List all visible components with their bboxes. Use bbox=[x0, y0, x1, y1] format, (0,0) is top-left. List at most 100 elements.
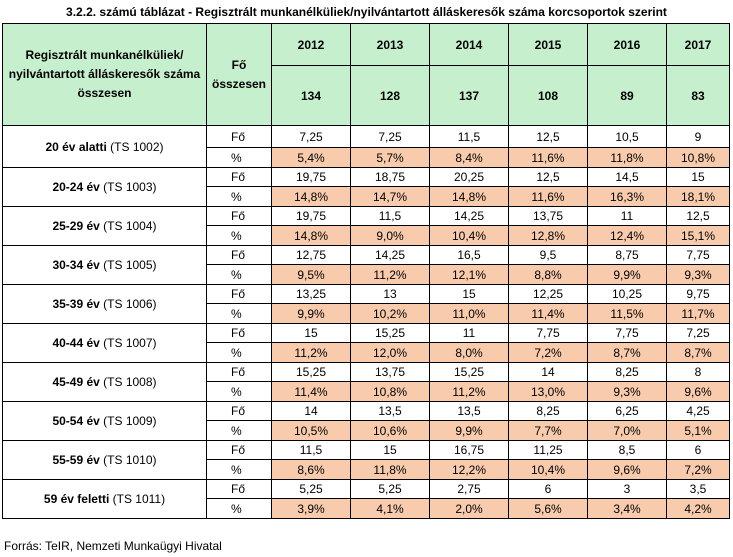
unit-pct-label: % bbox=[206, 225, 272, 246]
fo-value-cell: 14 bbox=[271, 401, 351, 421]
unit-header: Fő összesen bbox=[206, 23, 272, 126]
pct-value-cell: 11,4% bbox=[508, 303, 588, 324]
fo-value-cell: 8,5 bbox=[587, 440, 667, 460]
pct-value-cell: 4,2% bbox=[666, 498, 730, 519]
table-row: 25-29 év (TS 1004) Fő 19,75 11,5 14,25 13,75 1… bbox=[2, 206, 730, 246]
age-group-code: (TS 1003) bbox=[103, 180, 157, 194]
pct-value-cell: 9,6% bbox=[666, 381, 730, 402]
fo-value-cell: 12,25 bbox=[508, 284, 588, 304]
pct-value-cell: 10,8% bbox=[350, 381, 430, 402]
fo-value-cell: 7,25 bbox=[350, 125, 430, 148]
source-note: Forrás: TeIR, Nemzeti Munkaügyi Hivatal bbox=[4, 539, 222, 553]
year-header: 2015 bbox=[508, 23, 588, 66]
pct-value-cell: 7,0% bbox=[587, 420, 667, 441]
age-group-label: 50-54 év (TS 1009) bbox=[2, 401, 207, 441]
table-row: % 11,2% 12,0% 8,0% 7,2% 8,7% 8,7% bbox=[3, 342, 730, 363]
pct-value-cell: 14,7% bbox=[350, 186, 430, 207]
table-row: 35-39 év (TS 1006) Fő 13,25 13 15 12,25 10,25 9… bbox=[2, 284, 730, 324]
pct-value-cell: 7,2% bbox=[666, 459, 730, 480]
age-group-label: 30-34 év (TS 1005) bbox=[2, 245, 207, 285]
pct-value-cell: 7,7% bbox=[508, 420, 588, 441]
pct-value-cell: 8,4% bbox=[429, 147, 509, 168]
age-group-name: 30-34 év bbox=[52, 258, 100, 272]
fo-value-cell: 13 bbox=[350, 284, 430, 304]
fo-value-cell: 16,5 bbox=[429, 245, 509, 265]
unit-fo-label: Fő bbox=[206, 245, 272, 265]
fo-value-cell: 18,75 bbox=[350, 167, 430, 187]
unit-pct-label: % bbox=[206, 459, 272, 480]
total-cell: 89 bbox=[587, 65, 667, 126]
age-group-name: 50-54 év bbox=[52, 414, 100, 428]
age-group-name: 25-29 év bbox=[52, 219, 100, 233]
table-row: % 5,4% 5,7% 8,4% 11,6% 11,8% 10,8% bbox=[3, 147, 730, 168]
table-row: % 3,9% 4,1% 2,0% 5,6% 3,4% 4,2% bbox=[3, 498, 730, 519]
data-table: Regisztrált munkanélküliek/ nyilvántarto… bbox=[2, 23, 730, 519]
fo-value-cell: 14 bbox=[508, 362, 588, 382]
pct-value-cell: 13,0% bbox=[508, 381, 588, 402]
fo-value-cell: 12,75 bbox=[271, 245, 351, 265]
fo-value-cell: 7,25 bbox=[666, 323, 730, 343]
fo-value-cell: 13,75 bbox=[350, 362, 430, 382]
pct-value-cell: 11,2% bbox=[271, 342, 351, 363]
table-row: % 14,8% 14,7% 14,8% 11,6% 16,3% 18,1% bbox=[3, 186, 730, 207]
fo-value-cell: 15,25 bbox=[429, 362, 509, 382]
fo-value-cell: 6,25 bbox=[587, 401, 667, 421]
fo-value-cell: 15,25 bbox=[350, 323, 430, 343]
fo-value-cell: 15 bbox=[666, 167, 730, 187]
fo-value-cell: 2,75 bbox=[429, 479, 509, 499]
pct-value-cell: 14,8% bbox=[429, 186, 509, 207]
pct-value-cell: 8,7% bbox=[666, 342, 730, 363]
fo-value-cell: 15 bbox=[271, 323, 351, 343]
fo-value-cell: 11 bbox=[587, 206, 667, 226]
age-group-label: 55-59 év (TS 1010) bbox=[2, 440, 207, 480]
pct-value-cell: 9,9% bbox=[587, 264, 667, 285]
header-row-years: Regisztrált munkanélküliek/ nyilvántarto… bbox=[2, 23, 730, 126]
fo-value-cell: 5,25 bbox=[271, 479, 351, 499]
unit-pct-label: % bbox=[206, 147, 272, 168]
pct-value-cell: 5,6% bbox=[508, 498, 588, 519]
pct-value-cell: 8,7% bbox=[587, 342, 667, 363]
table-row: 59 év feletti (TS 1011) Fő 5,25 5,25 2,75 6 3 3… bbox=[2, 479, 730, 519]
pct-value-cell: 5,1% bbox=[666, 420, 730, 441]
pct-value-cell: 9,9% bbox=[271, 303, 351, 324]
pct-value-cell: 16,3% bbox=[587, 186, 667, 207]
fo-value-cell: 7,75 bbox=[587, 323, 667, 343]
age-group-code: (TS 1004) bbox=[103, 219, 157, 233]
fo-value-cell: 10,5 bbox=[587, 125, 667, 148]
pct-value-cell: 12,0% bbox=[350, 342, 430, 363]
table-row: 30-34 év (TS 1005) Fő 12,75 14,25 16,5 9,5 8,7… bbox=[2, 245, 730, 285]
year-header: 2016 bbox=[587, 23, 667, 66]
pct-value-cell: 10,6% bbox=[350, 420, 430, 441]
table-row: 40-44 év (TS 1007) Fő 15 15,25 11 7,75 7,75 7,2… bbox=[2, 323, 730, 363]
fo-value-cell: 15 bbox=[429, 284, 509, 304]
pct-value-cell: 12,8% bbox=[508, 225, 588, 246]
pct-value-cell: 11,2% bbox=[429, 381, 509, 402]
unit-pct-label: % bbox=[206, 498, 272, 519]
fo-value-cell: 16,75 bbox=[429, 440, 509, 460]
fo-value-cell: 12,5 bbox=[508, 167, 588, 187]
fo-value-cell: 11,5 bbox=[271, 440, 351, 460]
pct-value-cell: 9,5% bbox=[271, 264, 351, 285]
age-group-code: (TS 1005) bbox=[103, 258, 157, 272]
total-cell: 128 bbox=[350, 65, 430, 126]
pct-value-cell: 11,6% bbox=[508, 147, 588, 168]
pct-value-cell: 12,2% bbox=[429, 459, 509, 480]
pct-value-cell: 9,0% bbox=[350, 225, 430, 246]
pct-value-cell: 2,0% bbox=[429, 498, 509, 519]
total-cell: 137 bbox=[429, 65, 509, 126]
year-header: 2017 bbox=[666, 23, 730, 66]
table-row: % 14,8% 9,0% 10,4% 12,8% 12,4% 15,1% bbox=[3, 225, 730, 246]
unit-pct-label: % bbox=[206, 342, 272, 363]
table-row: 50-54 év (TS 1009) Fő 14 13,5 13,5 8,25 6,25 4,… bbox=[2, 401, 730, 441]
age-group-name: 20-24 év bbox=[52, 180, 100, 194]
pct-value-cell: 10,4% bbox=[508, 459, 588, 480]
age-group-name: 45-49 év bbox=[52, 375, 100, 389]
fo-value-cell: 3 bbox=[587, 479, 667, 499]
unit-pct-label: % bbox=[206, 264, 272, 285]
age-group-label: 20 év alatti (TS 1002) bbox=[2, 125, 207, 168]
fo-value-cell: 7,25 bbox=[271, 125, 351, 148]
pct-value-cell: 7,2% bbox=[508, 342, 588, 363]
pct-value-cell: 11,2% bbox=[350, 264, 430, 285]
pct-value-cell: 10,5% bbox=[271, 420, 351, 441]
fo-value-cell: 8,75 bbox=[587, 245, 667, 265]
